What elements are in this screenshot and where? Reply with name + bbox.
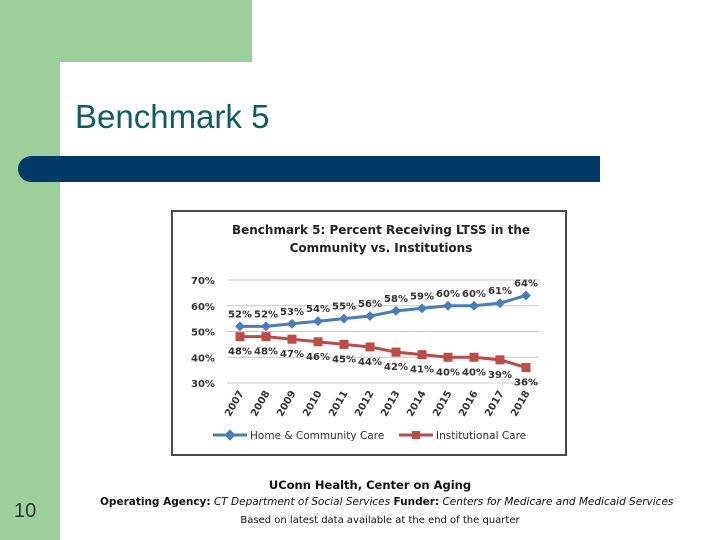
data-label: 40% — [436, 367, 460, 378]
data-label: 53% — [280, 307, 304, 318]
data-label: 36% — [514, 378, 538, 389]
caption-org: UConn Health, Center on Aging — [268, 478, 472, 492]
x-tick-label: 2015 — [431, 389, 454, 419]
data-label: 60% — [462, 289, 486, 300]
legend-label-home: Home & Community Care — [250, 430, 384, 442]
x-tick-label: 2010 — [301, 389, 324, 419]
x-tick-label: 2014 — [405, 389, 428, 419]
chart-title-line2: Community vs. Institutions — [290, 241, 473, 255]
x-tick-label: 2012 — [353, 389, 376, 419]
data-point — [339, 313, 349, 324]
data-label: 58% — [384, 294, 408, 305]
data-point — [417, 350, 427, 360]
data-point — [313, 337, 323, 347]
x-tick-label: 2011 — [327, 389, 350, 419]
data-point — [469, 300, 479, 311]
data-label: 52% — [228, 309, 252, 320]
data-label: 47% — [280, 349, 304, 360]
data-label: 41% — [410, 365, 434, 376]
data-point — [287, 334, 297, 344]
data-point — [235, 332, 245, 342]
data-point — [391, 347, 401, 357]
data-point — [521, 290, 531, 301]
data-label: 40% — [462, 367, 486, 378]
data-point — [443, 352, 453, 362]
data-point — [521, 363, 531, 373]
data-point — [417, 303, 427, 314]
data-label: 52% — [254, 309, 278, 320]
agency-name: CT Department of Social Services — [213, 496, 391, 508]
y-tick-label: 50% — [191, 328, 215, 339]
slide-number: 10 — [14, 500, 37, 522]
x-tick-label: 2008 — [249, 389, 272, 419]
data-label: 54% — [306, 304, 330, 315]
data-point — [495, 298, 505, 309]
data-point — [339, 339, 349, 349]
data-point — [495, 355, 505, 365]
x-tick-label: 2013 — [379, 389, 402, 419]
green-side-band — [0, 0, 60, 540]
data-label: 56% — [358, 299, 382, 310]
x-tick-label: 2018 — [509, 389, 532, 419]
y-tick-label: 40% — [191, 353, 215, 364]
y-tick-label: 60% — [191, 302, 215, 313]
x-tick-label: 2017 — [483, 389, 506, 419]
data-label: 42% — [384, 362, 408, 373]
funder-label: Funder: — [393, 496, 440, 508]
benchmark-chart: Benchmark 5: Percent Receiving LTSS in t… — [191, 223, 539, 442]
data-label: 59% — [410, 291, 434, 302]
funder-name: Centers for Medicare and Medicaid Servic… — [442, 496, 674, 508]
legend-marker-inst — [412, 431, 420, 439]
legend-marker-home — [224, 429, 236, 441]
data-label: 55% — [332, 302, 356, 313]
y-tick-label: 30% — [191, 379, 215, 390]
caption-note: Based on latest data available at the en… — [240, 515, 520, 526]
green-top-band — [0, 0, 252, 62]
data-label: 44% — [358, 357, 382, 368]
data-point — [365, 342, 375, 352]
data-label: 48% — [228, 347, 252, 358]
legend-label-inst: Institutional Care — [436, 430, 526, 442]
title-underline-bar — [18, 156, 600, 182]
data-label: 64% — [514, 278, 538, 289]
data-label: 39% — [488, 370, 512, 381]
y-tick-label: 70% — [191, 276, 215, 287]
data-point — [235, 321, 245, 332]
x-tick-label: 2016 — [457, 389, 480, 419]
data-label: 46% — [306, 352, 330, 363]
chart-title-line1: Benchmark 5: Percent Receiving LTSS in t… — [232, 223, 530, 237]
x-tick-label: 2009 — [275, 389, 298, 419]
data-point — [391, 305, 401, 316]
data-point — [261, 332, 271, 342]
x-tick-label: 2007 — [223, 389, 246, 419]
slide-title: Benchmark 5 — [75, 98, 270, 135]
data-point — [443, 300, 453, 311]
data-label: 60% — [436, 289, 460, 300]
data-label: 61% — [488, 286, 512, 297]
data-point — [365, 311, 375, 321]
data-point — [469, 352, 479, 362]
data-point — [261, 321, 271, 332]
agency-label: Operating Agency: — [100, 496, 211, 508]
data-point — [287, 318, 297, 329]
data-label: 48% — [254, 347, 278, 358]
caption-agency-line: Operating Agency: CT Department of Socia… — [100, 496, 673, 508]
data-label: 45% — [332, 354, 356, 365]
data-point — [313, 316, 323, 327]
